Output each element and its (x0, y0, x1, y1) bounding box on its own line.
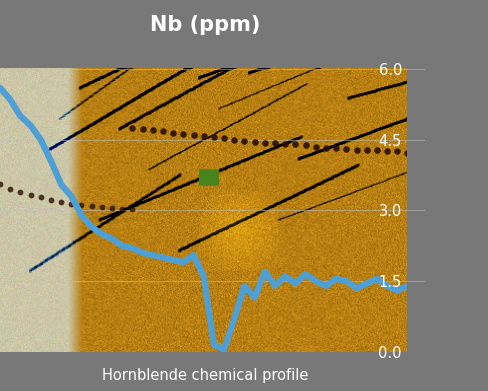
Point (128, 206, 136, 213)
Point (118, 205, 126, 212)
Point (363, 147, 371, 153)
Point (281, 141, 289, 147)
Point (220, 135, 228, 142)
Point (180, 131, 187, 137)
Text: Nb (ppm): Nb (ppm) (150, 15, 260, 36)
Point (47, 197, 55, 203)
Point (159, 128, 167, 134)
Point (67, 201, 75, 207)
Point (291, 141, 299, 147)
Point (169, 129, 177, 136)
Point (78, 202, 85, 208)
Point (404, 150, 411, 156)
Point (6, 186, 14, 192)
Point (149, 127, 157, 133)
Point (353, 147, 361, 153)
Point (98, 203, 106, 210)
Point (383, 148, 391, 154)
Point (128, 125, 136, 131)
Point (139, 126, 146, 133)
Point (251, 139, 259, 145)
Point (190, 132, 198, 138)
Point (271, 140, 279, 147)
Point (230, 136, 238, 143)
Point (17, 189, 24, 196)
Point (373, 147, 381, 154)
Point (241, 138, 248, 144)
Point (108, 204, 116, 211)
Point (302, 142, 309, 149)
Point (210, 134, 218, 140)
Text: Hornblende chemical profile: Hornblende chemical profile (102, 368, 308, 383)
Point (0, 181, 4, 188)
Point (322, 145, 330, 151)
Point (57, 199, 65, 205)
Point (332, 145, 340, 151)
Point (343, 146, 350, 152)
Point (200, 133, 208, 139)
Point (37, 194, 45, 200)
Point (261, 140, 269, 146)
Point (27, 192, 35, 198)
Point (88, 203, 96, 209)
Point (312, 143, 320, 150)
Point (393, 148, 401, 154)
